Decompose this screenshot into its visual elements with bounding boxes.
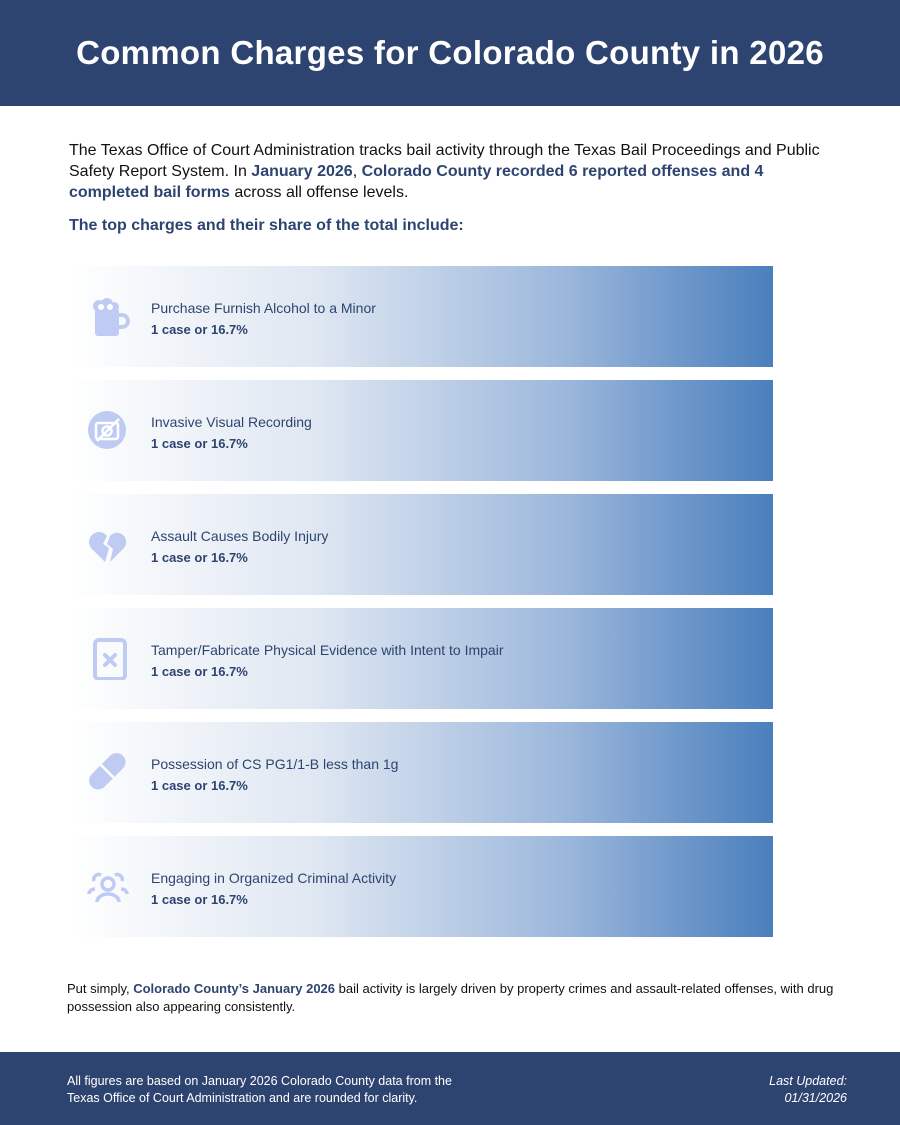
footer: All figures are based on January 2026 Co…: [0, 1052, 900, 1125]
broken-heart-icon: [89, 532, 127, 562]
charge-label: Assault Causes Bodily Injury: [151, 528, 329, 544]
charge-row: Engaging in Organized Criminal Activity …: [68, 836, 773, 937]
intro-text: ,: [352, 163, 362, 180]
last-updated-label: Last Updated:: [769, 1074, 847, 1088]
charge-value: 1 case or 16.7%: [151, 778, 248, 793]
closing-text: Put simply,: [67, 981, 134, 996]
camera-slash-icon: [88, 411, 126, 449]
header-banner: Common Charges for Colorado County in 20…: [0, 0, 900, 106]
charge-label: Tamper/Fabricate Physical Evidence with …: [151, 642, 504, 658]
charge-value: 1 case or 16.7%: [151, 892, 248, 907]
charges-subheading: The top charges and their share of the t…: [69, 217, 464, 234]
intro-text: The Texas Office of Court Administration…: [69, 142, 820, 180]
charge-label: Purchase Furnish Alcohol to a Minor: [151, 300, 376, 316]
closing-text: bail activity is largely driven by prope…: [67, 981, 834, 1014]
charge-label: Invasive Visual Recording: [151, 414, 312, 430]
intro-paragraph: The Texas Office of Court Administration…: [69, 140, 839, 203]
charge-value: 1 case or 16.7%: [151, 550, 248, 565]
page-title: Common Charges for Colorado County in 20…: [76, 34, 824, 71]
charge-row: Possession of CS PG1/1-B less than 1g 1 …: [68, 722, 773, 823]
footer-note: All figures are based on January 2026 Co…: [67, 1074, 452, 1105]
charge-value: 1 case or 16.7%: [151, 322, 248, 337]
charges-list: Purchase Furnish Alcohol to a Minor 1 ca…: [68, 266, 773, 950]
users-icon: [87, 872, 129, 903]
charge-row: Invasive Visual Recording 1 case or 16.7…: [68, 380, 773, 481]
charge-row: Tamper/Fabricate Physical Evidence with …: [68, 608, 773, 709]
intro-highlight-counts: Colorado County recorded 6 reported offe…: [69, 163, 764, 201]
closing-paragraph: Put simply, Colorado County’s January 20…: [67, 980, 837, 1016]
closing-highlight: Colorado County’s January 2026: [133, 981, 336, 996]
charge-row: Purchase Furnish Alcohol to a Minor 1 ca…: [68, 266, 773, 367]
intro-text: across all offense levels.: [229, 184, 409, 201]
intro-highlight-date: January 2026: [251, 163, 353, 180]
last-updated: Last Updated: 01/31/2026: [769, 1073, 847, 1107]
beer-mug-icon: [93, 298, 130, 336]
charge-value: 1 case or 16.7%: [151, 436, 248, 451]
last-updated-date: 01/31/2026: [784, 1091, 847, 1105]
charge-label: Possession of CS PG1/1-B less than 1g: [151, 756, 399, 772]
charge-value: 1 case or 16.7%: [151, 664, 248, 679]
charge-row: Assault Causes Bodily Injury 1 case or 1…: [68, 494, 773, 595]
pill-icon: [89, 753, 126, 790]
charge-label: Engaging in Organized Criminal Activity: [151, 870, 397, 886]
file-x-icon: [93, 638, 127, 680]
